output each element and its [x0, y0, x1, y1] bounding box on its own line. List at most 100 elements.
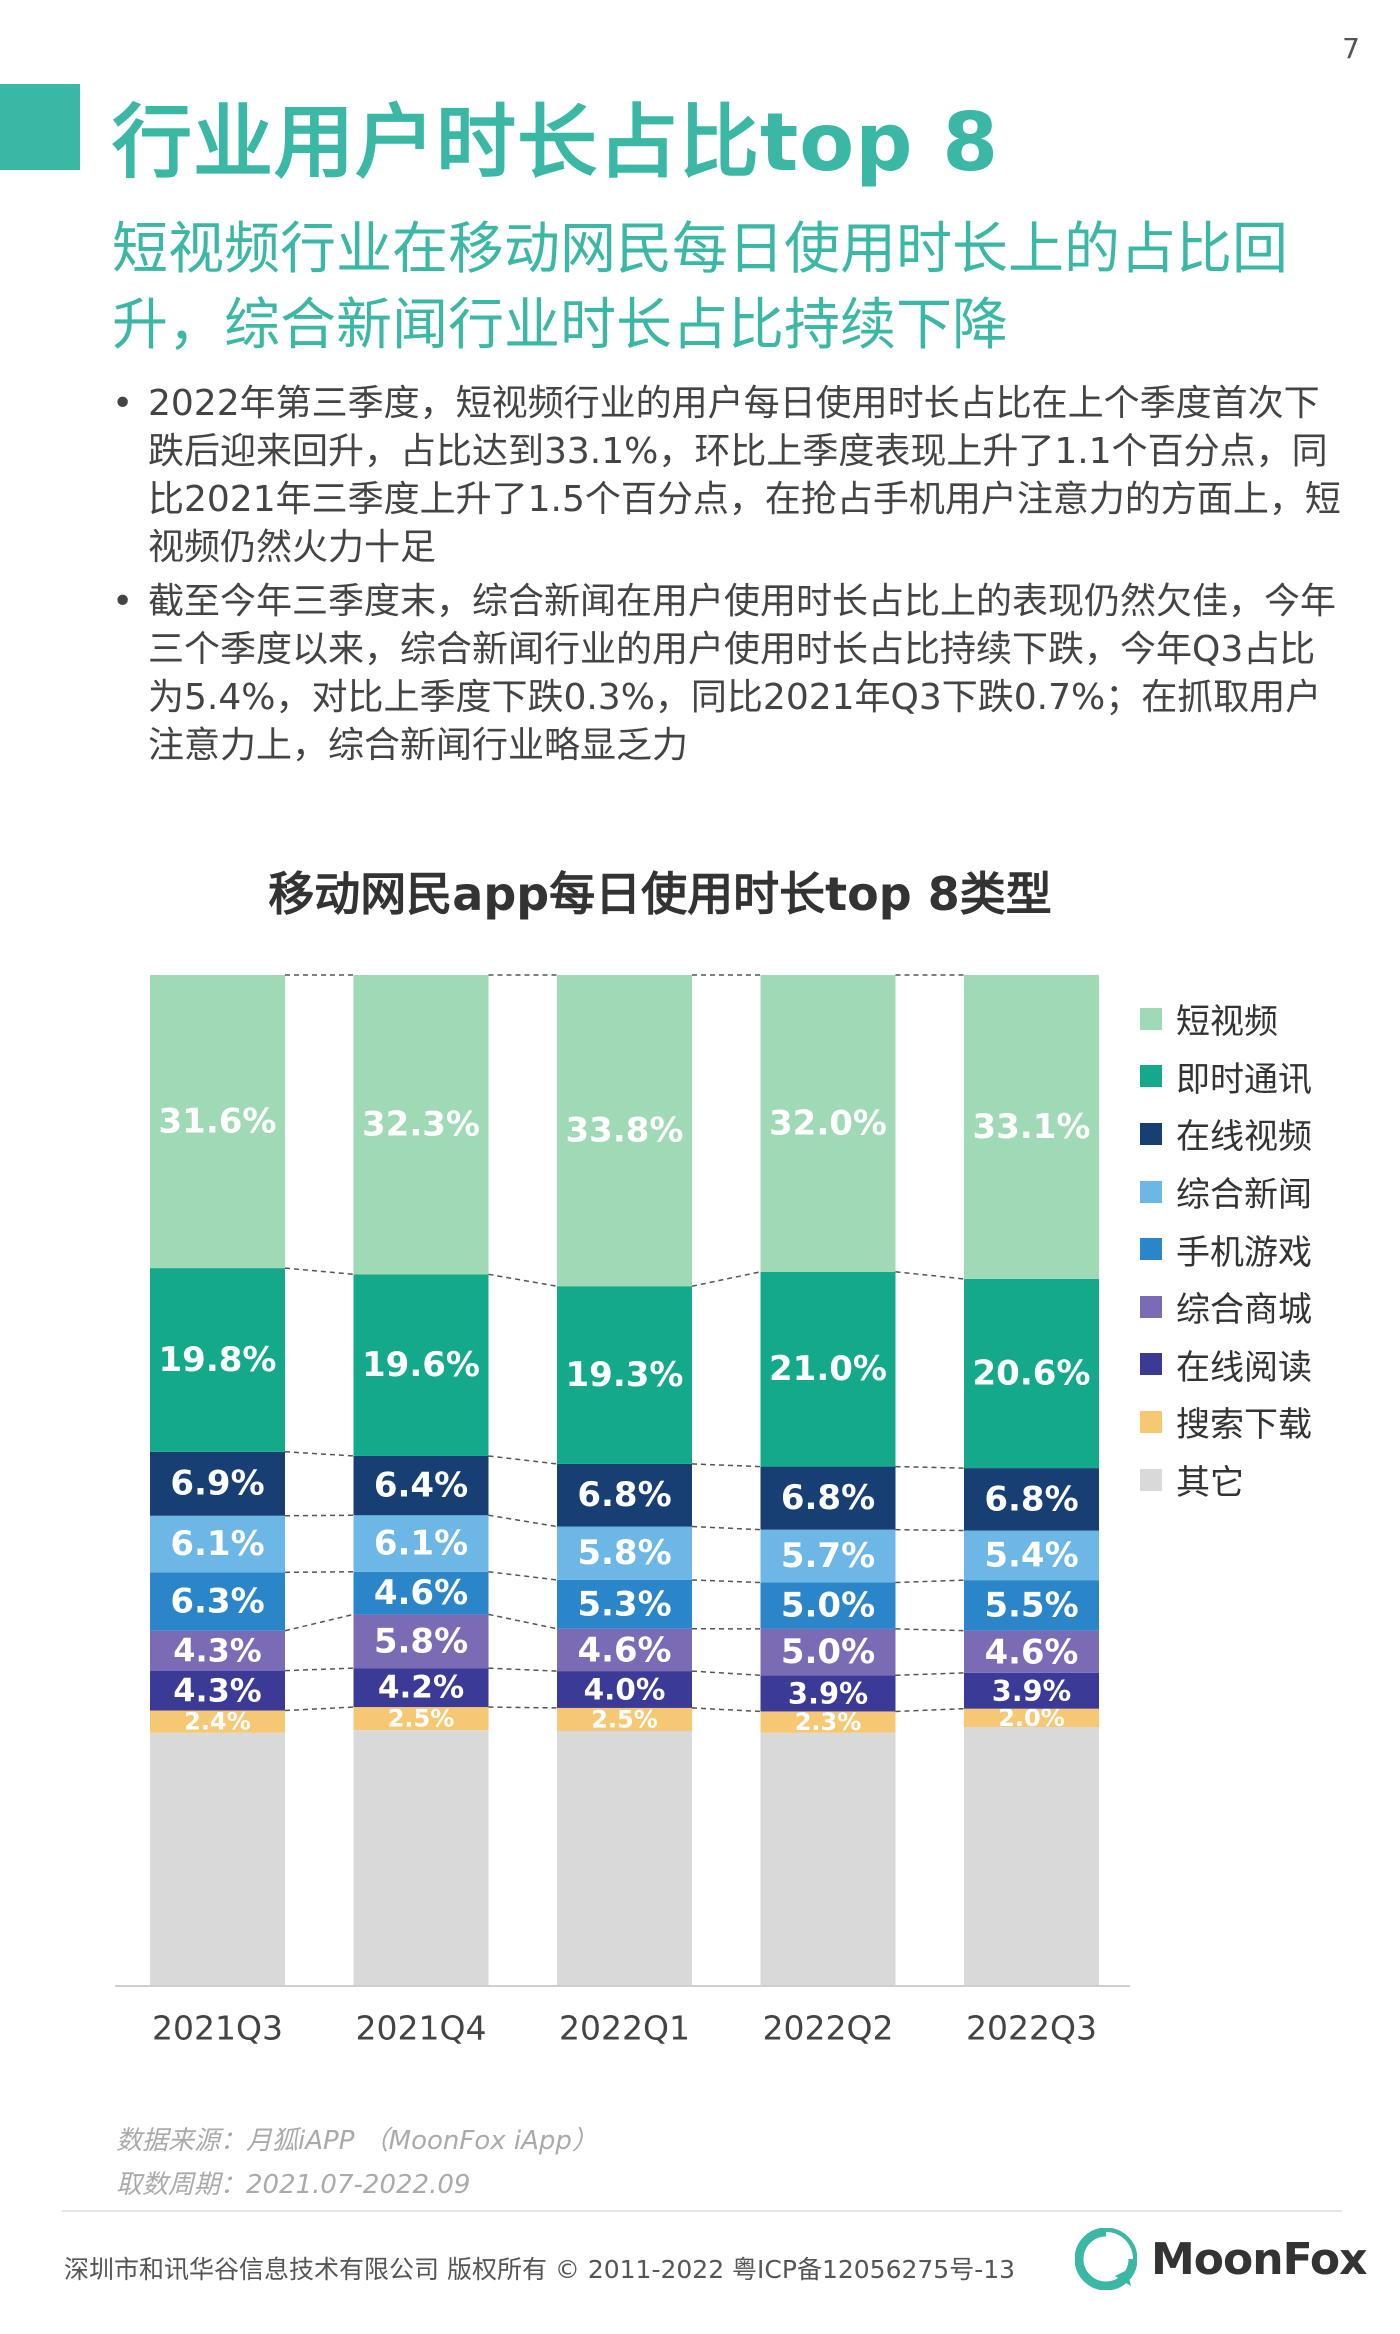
bullet-text: 2022年第三季度，短视频行业的用户每日使用时长占比在上个季度首次下跌后迎来回升… — [148, 383, 1341, 568]
page-title: 行业用户时长占比top 8 — [112, 96, 999, 189]
bar-segment — [557, 1730, 692, 1986]
bar-segment — [760, 1732, 896, 1986]
data-label: 6.8% — [781, 1478, 875, 1518]
bar-segment — [760, 1529, 896, 1583]
bullet-text: 截至今年三季度末，综合新闻在用户使用时长占比上的表现仍然欠佳，今年三个季度以来，… — [148, 581, 1337, 766]
data-label: 4.3% — [173, 1632, 261, 1670]
legend-label: 其它 — [1176, 1463, 1244, 1504]
bar-segment — [964, 1530, 1099, 1581]
data-label: 32.0% — [769, 1103, 887, 1143]
connector-line — [284, 1571, 354, 1574]
bar-segment — [353, 1707, 489, 1731]
bar-segment — [150, 1268, 285, 1452]
bar-segment — [150, 1710, 285, 1733]
bar-segment — [557, 1286, 692, 1464]
bar-segment — [760, 1711, 896, 1733]
connector-line — [488, 1613, 558, 1630]
connector-line — [284, 1667, 354, 1672]
connector-line — [895, 1271, 965, 1280]
legend-label: 综合商城 — [1176, 1290, 1312, 1331]
connector-line — [488, 1455, 558, 1465]
data-label: 5.4% — [984, 1535, 1078, 1575]
data-label: 20.6% — [973, 1354, 1091, 1394]
bar-segment — [964, 1672, 1099, 1709]
data-label: 5.8% — [374, 1621, 468, 1661]
data-label: 2.5% — [591, 1705, 658, 1733]
connector-line — [488, 1514, 558, 1528]
bar-segment — [150, 1630, 285, 1671]
bar-segment — [964, 1630, 1099, 1673]
bar-segment — [964, 1580, 1099, 1631]
data-label: 4.6% — [374, 1573, 468, 1613]
data-label: 6.1% — [170, 1524, 264, 1564]
bar-segment — [760, 1582, 896, 1629]
data-label: 4.0% — [584, 1673, 666, 1707]
x-tick-label: 2021Q4 — [356, 2009, 487, 2048]
moonfox-logo-icon — [1075, 2228, 1137, 2290]
data-label: 6.9% — [170, 1464, 264, 1504]
legend-label: 在线视频 — [1176, 1117, 1312, 1158]
bar-segment — [353, 1730, 489, 1986]
bar-segment — [760, 1466, 896, 1530]
bar-segment — [964, 1278, 1099, 1469]
data-label: 3.9% — [992, 1674, 1071, 1708]
data-label: 5.0% — [781, 1632, 875, 1672]
bullet-marker: • — [112, 383, 134, 424]
footer-copyright: 深圳市和讯华谷信息技术有限公司 版权所有 © 2011-2022 粤ICP备12… — [64, 2255, 1016, 2284]
bar-segment — [557, 1579, 692, 1629]
data-label: 19.6% — [362, 1345, 480, 1385]
bar-segment — [150, 1572, 285, 1631]
bar-segment — [557, 1671, 692, 1708]
legend-label: 搜索下载 — [1176, 1405, 1312, 1446]
legend-swatch — [1140, 1122, 1162, 1145]
legend-item: 即时通讯 — [1140, 1048, 1312, 1106]
legend-swatch — [1140, 1353, 1162, 1376]
bar-segment — [964, 975, 1099, 1279]
bar-segment — [557, 1707, 692, 1731]
data-label: 5.8% — [577, 1533, 671, 1573]
connector-line — [488, 1667, 558, 1672]
bar-segment — [557, 1628, 692, 1672]
data-label: 2.4% — [184, 1708, 251, 1736]
connector-line — [895, 1707, 965, 1713]
data-label: 6.3% — [170, 1582, 264, 1622]
x-tick-label: 2021Q3 — [152, 2009, 283, 2048]
data-source: 数据来源：月狐iAPP （MoonFox iApp） — [116, 2126, 598, 2156]
chart-legend: 短视频 即时通讯 在线视频 综合新闻 手机游戏 综合商城 在线阅读 搜索下载 其… — [1140, 990, 1312, 1508]
bar-segment — [353, 1455, 489, 1516]
bar-segment — [964, 1727, 1099, 1986]
data-label: 3.9% — [788, 1676, 868, 1710]
title-accent-bar — [0, 84, 80, 170]
legend-swatch — [1140, 1180, 1162, 1203]
connector-line — [895, 1672, 965, 1677]
bar-segment — [150, 1451, 285, 1516]
data-label: 4.2% — [378, 1670, 464, 1706]
bar-segment — [150, 1732, 285, 1986]
legend-item: 在线阅读 — [1140, 1336, 1312, 1394]
bar-segment — [150, 1670, 285, 1711]
data-label: 21.0% — [769, 1349, 887, 1389]
connector-line — [488, 1706, 558, 1709]
x-tick-label: 2022Q2 — [763, 2009, 894, 2048]
data-label: 2.3% — [795, 1708, 862, 1736]
bar-segment — [353, 1614, 489, 1669]
legend-item: 短视频 — [1140, 990, 1312, 1048]
connector-line — [284, 1706, 354, 1712]
page-number: 7 — [1342, 32, 1360, 65]
connector-line — [488, 1273, 558, 1287]
legend-swatch — [1140, 1065, 1162, 1088]
connector-line — [691, 1525, 761, 1531]
connector-line — [691, 1463, 761, 1468]
connector-line — [284, 1267, 354, 1276]
bar-segment — [557, 1526, 692, 1580]
connector-line — [895, 1579, 965, 1584]
bar-segment — [964, 1468, 1099, 1531]
data-label: 2.5% — [388, 1705, 455, 1733]
legend-item: 手机游戏 — [1140, 1220, 1312, 1278]
data-label: 5.3% — [577, 1584, 671, 1624]
connector-line — [895, 1465, 965, 1469]
legend-item: 搜索下载 — [1140, 1393, 1312, 1451]
legend-label: 即时通讯 — [1176, 1059, 1312, 1100]
connector-line — [691, 1271, 761, 1287]
